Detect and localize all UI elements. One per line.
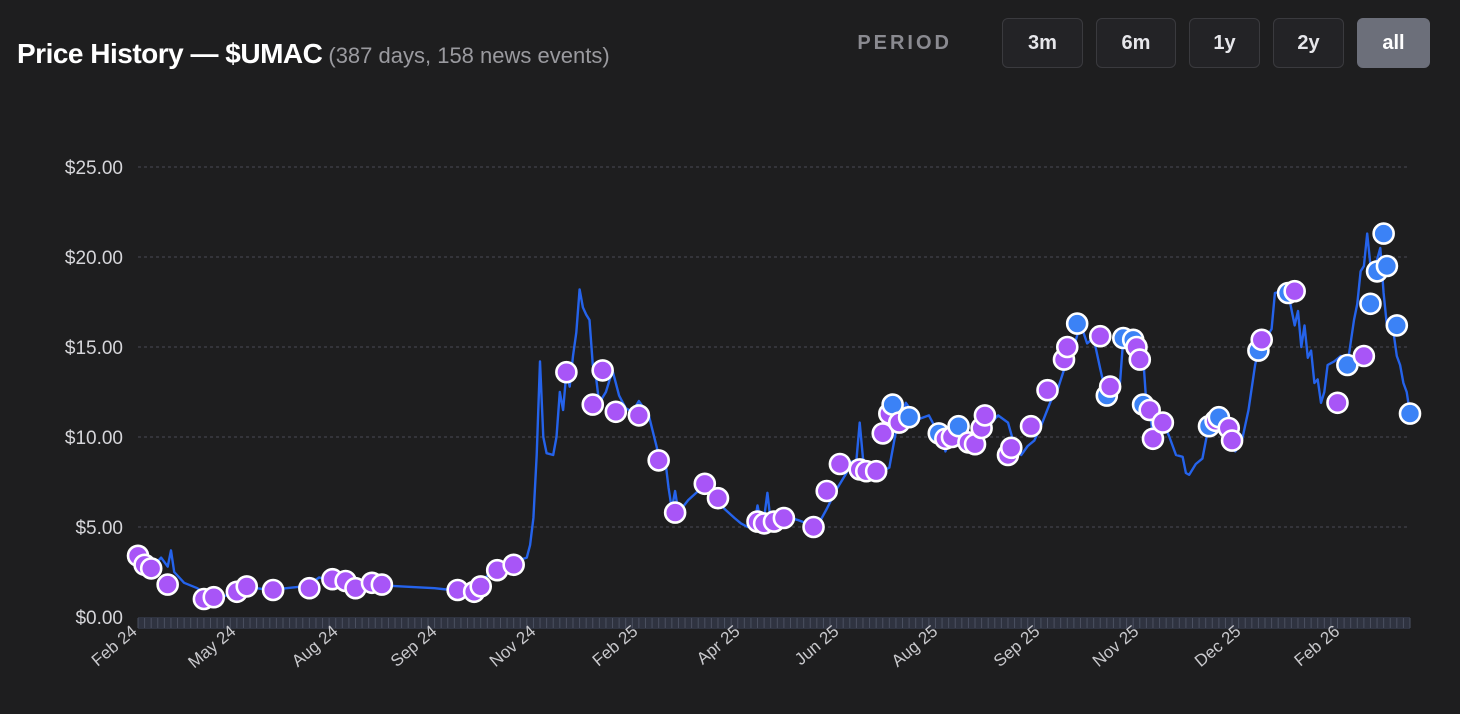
chart-header: Price History — $UMAC (387 days, 158 news… [17, 38, 610, 70]
news-event-marker-purple[interactable] [663, 501, 687, 524]
news-event-marker-blue[interactable] [1375, 254, 1399, 278]
period-button-1y[interactable]: 1y [1189, 18, 1260, 68]
news-event-marker-purple[interactable] [235, 575, 259, 598]
period-button-all[interactable]: all [1357, 18, 1430, 68]
period-selector: PERIOD 3m 6m 1y 2y all [857, 18, 1430, 68]
news-event-marker-blue[interactable] [947, 414, 970, 438]
news-event-marker-purple[interactable] [555, 360, 578, 384]
news-event-marker-purple[interactable] [647, 449, 670, 472]
news-event-marker-purple[interactable] [828, 452, 852, 476]
news-event-marker-purple[interactable] [298, 576, 321, 600]
news-event-marker-purple[interactable] [469, 575, 493, 598]
news-event-marker-purple[interactable] [706, 486, 730, 510]
y-tick-label: $10.00 [65, 428, 123, 449]
news-event-marker-purple[interactable] [1019, 414, 1043, 438]
news-event-marker-purple[interactable] [502, 553, 525, 577]
y-tick-label: $25.00 [65, 158, 123, 179]
period-button-3m[interactable]: 3m [1002, 18, 1083, 68]
news-event-marker-purple[interactable] [627, 404, 651, 427]
news-event-marker-purple[interactable] [139, 557, 163, 580]
news-event-marker-blue[interactable] [1385, 314, 1409, 337]
news-event-marker-purple[interactable] [1352, 344, 1376, 368]
news-event-marker-purple[interactable] [156, 573, 179, 596]
news-event-markers[interactable] [126, 222, 1422, 611]
period-button-6m[interactable]: 6m [1096, 18, 1176, 68]
price-series [137, 232, 1412, 599]
news-event-marker-purple[interactable] [864, 459, 888, 483]
news-event-marker-purple[interactable] [1151, 411, 1175, 434]
news-event-marker-blue[interactable] [1065, 312, 1089, 335]
news-event-marker-blue[interactable] [1359, 292, 1382, 316]
x-tick-label: May 24 [185, 622, 240, 672]
y-tick-label: $0.00 [75, 608, 123, 629]
news-event-marker-purple[interactable] [1220, 429, 1244, 452]
news-event-marker-purple[interactable] [604, 400, 628, 424]
news-event-marker-purple[interactable] [1326, 391, 1349, 415]
y-tick-label: $15.00 [65, 338, 123, 359]
news-event-marker-purple[interactable] [1128, 348, 1152, 371]
news-event-marker-purple[interactable] [693, 472, 717, 496]
period-button-2y[interactable]: 2y [1273, 18, 1344, 68]
news-event-marker-purple[interactable] [202, 585, 226, 609]
news-event-marker-purple[interactable] [1250, 328, 1274, 352]
y-axis: $0.00 $5.00 $10.00 $15.00 $20.00 $25.00 [65, 158, 123, 629]
news-event-marker-purple[interactable] [1098, 375, 1122, 398]
y-tick-label: $20.00 [65, 248, 123, 269]
news-event-marker-blue[interactable] [1372, 222, 1395, 245]
news-event-marker-purple[interactable] [815, 479, 839, 503]
price-line [137, 232, 1412, 599]
x-axis: Feb 24 May 24 Aug 24 Sep 24 Nov 24 Feb 25 Apr … [88, 617, 1411, 672]
news-event-marker-purple[interactable] [1283, 279, 1306, 303]
y-tick-label: $5.00 [75, 518, 123, 539]
news-event-marker-purple[interactable] [581, 393, 605, 416]
news-event-marker-purple[interactable] [802, 515, 825, 539]
news-event-marker-purple[interactable] [973, 404, 997, 427]
news-event-marker-blue[interactable] [897, 405, 921, 429]
news-event-marker-purple[interactable] [871, 422, 895, 445]
news-event-marker-purple[interactable] [1055, 335, 1079, 359]
news-event-marker-purple[interactable] [1036, 378, 1059, 402]
news-event-marker-purple[interactable] [1088, 324, 1112, 348]
chart-title: Price History — $UMAC [17, 38, 323, 69]
chart-subtitle: (387 days, 158 news events) [328, 43, 610, 68]
grid-lines [138, 166, 1410, 528]
news-event-marker-blue[interactable] [1398, 402, 1422, 425]
news-event-marker-purple[interactable] [261, 578, 285, 602]
period-label: PERIOD [857, 31, 952, 54]
news-event-marker-purple[interactable] [999, 436, 1023, 460]
news-event-marker-purple[interactable] [591, 359, 614, 382]
news-event-marker-purple[interactable] [772, 506, 796, 530]
news-event-marker-purple[interactable] [370, 573, 394, 596]
x-axis-band [138, 617, 1410, 629]
news-event-marker-purple[interactable] [1141, 427, 1165, 451]
